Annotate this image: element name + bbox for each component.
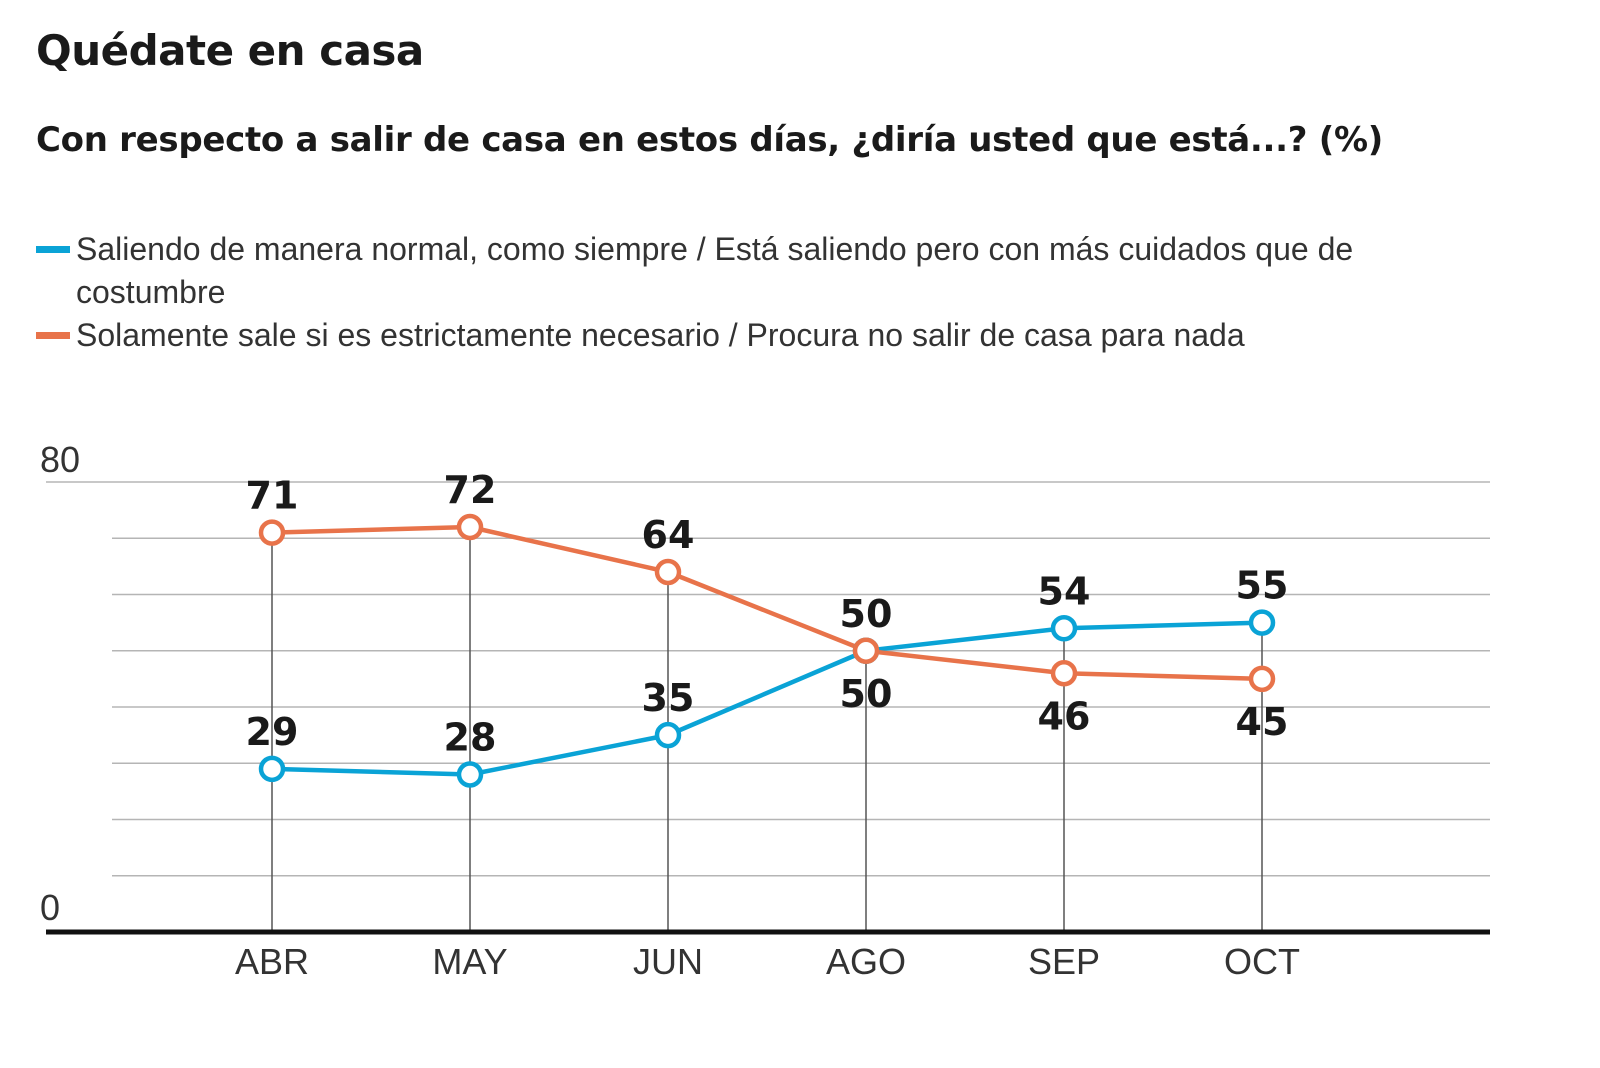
x-tick-label: MAY [432, 941, 507, 982]
data-label: 46 [1038, 694, 1091, 738]
legend-label-no-salen: Solamente sale si es estrictamente neces… [76, 317, 1245, 353]
legend-item-salen: Saliendo de manera normal, como siempre … [36, 228, 1496, 314]
data-point [1050, 660, 1078, 687]
data-point [258, 519, 286, 546]
data-point [456, 513, 484, 541]
data-label: 55 [1236, 564, 1289, 608]
data-label: 72 [444, 468, 497, 512]
data-point [654, 721, 682, 749]
chart-subtitle: Con respecto a salir de casa en estos dí… [36, 120, 1383, 160]
x-tick-label: JUN [633, 941, 703, 982]
series-line-2 [271, 524, 1263, 682]
data-point [654, 558, 682, 586]
y-axis-label-min: 0 [40, 887, 60, 928]
y-axis-label-max: 80 [40, 439, 80, 480]
x-tick-label: ABR [235, 941, 309, 982]
legend-swatch-no-salen [36, 332, 70, 339]
legend-item-no-salen: Solamente sale si es estrictamente neces… [36, 314, 1496, 357]
data-label: 28 [444, 716, 497, 760]
data-point [1050, 615, 1078, 642]
data-label: 50 [840, 592, 893, 636]
data-point [852, 637, 880, 664]
data-point [456, 761, 484, 788]
data-label: 29 [246, 710, 299, 754]
data-point [1248, 665, 1276, 693]
data-label: 50 [840, 672, 893, 716]
data-label: 64 [642, 513, 695, 557]
legend-swatch-salen [36, 246, 70, 253]
x-tick-label: OCT [1224, 941, 1300, 982]
legend-label-salen: Saliendo de manera normal, como siempre … [76, 231, 1354, 310]
chart-title: Quédate en casa [36, 26, 424, 75]
data-label: 45 [1236, 700, 1289, 744]
data-point [1248, 609, 1276, 636]
x-tick-label: AGO [826, 941, 906, 982]
legend: Saliendo de manera normal, como siempre … [36, 228, 1496, 357]
data-point [258, 755, 286, 783]
series-line-1 [271, 620, 1263, 777]
data-label: 54 [1038, 569, 1091, 613]
data-label: 35 [642, 676, 695, 720]
data-label: 71 [246, 474, 299, 518]
x-tick-label: SEP [1028, 941, 1100, 982]
